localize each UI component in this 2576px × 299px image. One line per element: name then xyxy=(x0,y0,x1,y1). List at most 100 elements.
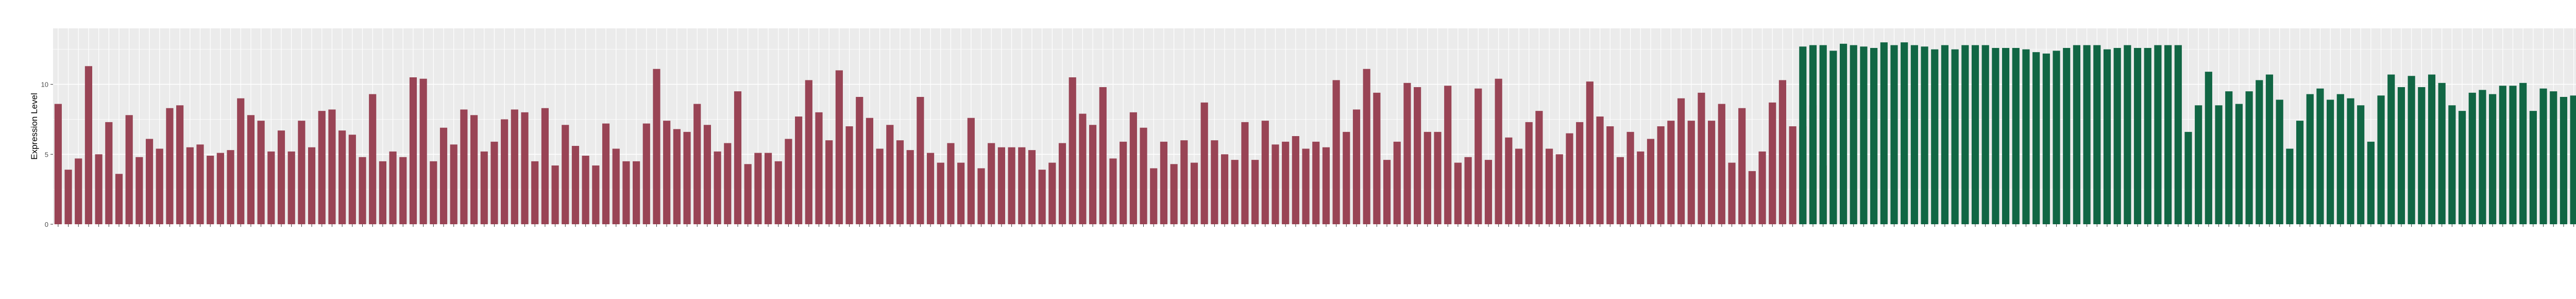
bar xyxy=(2154,45,2162,225)
bar xyxy=(338,130,346,224)
bar xyxy=(1718,104,1725,224)
bar xyxy=(1069,77,1076,224)
bar xyxy=(64,170,72,224)
bar xyxy=(1667,121,1675,224)
bar xyxy=(653,69,660,224)
bar xyxy=(805,80,812,224)
bar xyxy=(2245,91,2253,224)
bar xyxy=(1231,160,1239,224)
bar xyxy=(1282,141,1290,224)
bar xyxy=(196,144,204,224)
bar xyxy=(2073,45,2080,225)
bar xyxy=(1657,126,1665,224)
bar xyxy=(2022,49,2030,224)
bar xyxy=(1120,141,1127,224)
bar xyxy=(693,104,701,224)
bar xyxy=(2113,48,2121,224)
bar xyxy=(683,131,691,224)
bar xyxy=(1140,127,1147,224)
bar xyxy=(145,139,154,224)
bar xyxy=(724,143,732,224)
bar xyxy=(947,143,955,224)
bar xyxy=(1515,148,1523,224)
bar xyxy=(866,118,874,224)
bar xyxy=(2357,105,2365,224)
bar xyxy=(795,117,803,224)
bar xyxy=(1809,45,1817,225)
bar xyxy=(166,108,174,224)
bar xyxy=(1637,151,1645,224)
bar xyxy=(1058,143,1066,224)
bar xyxy=(612,148,620,224)
bar xyxy=(1302,148,1310,224)
bar xyxy=(1931,49,1939,224)
bar xyxy=(1454,162,1462,224)
bar xyxy=(1586,81,1594,224)
bar xyxy=(1728,162,1736,224)
bar xyxy=(237,98,245,224)
bar xyxy=(176,105,184,224)
bar xyxy=(1992,48,1999,224)
y-tick-label: 10 xyxy=(41,81,48,89)
bar xyxy=(2377,95,2385,224)
bar xyxy=(541,108,549,224)
bar xyxy=(1921,46,1928,225)
bar xyxy=(125,115,133,224)
bar xyxy=(156,148,163,224)
bar xyxy=(267,151,275,224)
bar xyxy=(1698,92,1705,224)
bar xyxy=(450,144,457,224)
bar xyxy=(1555,154,1563,224)
bar xyxy=(2316,88,2324,224)
bar xyxy=(774,161,782,224)
x-axis xyxy=(58,224,2574,227)
bar xyxy=(663,121,671,224)
bar xyxy=(430,161,437,224)
bar xyxy=(2570,95,2576,224)
bar xyxy=(257,121,265,224)
bar xyxy=(318,111,326,224)
bar xyxy=(308,147,316,224)
bar xyxy=(1971,45,1979,225)
bar xyxy=(419,78,427,224)
bar xyxy=(2133,48,2142,224)
bar xyxy=(531,161,539,224)
bar xyxy=(2063,48,2071,224)
bar xyxy=(551,165,559,224)
bar xyxy=(957,162,965,224)
bar xyxy=(1363,69,1370,224)
bar xyxy=(906,150,914,224)
bar xyxy=(359,157,366,224)
bar xyxy=(1850,45,1857,225)
bar xyxy=(2296,121,2304,224)
bar xyxy=(1221,154,1229,224)
y-axis-title: Expression Level xyxy=(29,93,39,159)
bar xyxy=(2468,92,2476,224)
y-tick-label: 0 xyxy=(45,221,48,228)
bar xyxy=(460,109,468,224)
bar xyxy=(389,151,397,224)
bar xyxy=(1890,45,1898,225)
bar xyxy=(1099,87,1107,224)
bar xyxy=(1545,148,1553,224)
bar xyxy=(1566,133,1573,224)
bar xyxy=(1292,136,1299,224)
bar xyxy=(1677,98,1685,224)
bar xyxy=(754,153,762,224)
bar xyxy=(785,139,792,224)
bar xyxy=(582,156,589,224)
bar xyxy=(1839,43,1848,224)
bar xyxy=(409,77,417,224)
bar xyxy=(287,151,295,224)
bar xyxy=(1475,88,1482,224)
bar xyxy=(490,141,498,224)
bar xyxy=(2529,111,2537,224)
bar xyxy=(744,164,752,224)
bar xyxy=(328,109,336,224)
bar xyxy=(1109,158,1117,224)
bar xyxy=(1028,150,1036,224)
bar xyxy=(1495,78,1502,224)
bar xyxy=(562,125,569,224)
bar xyxy=(1434,131,1442,224)
bar xyxy=(1312,141,1320,224)
